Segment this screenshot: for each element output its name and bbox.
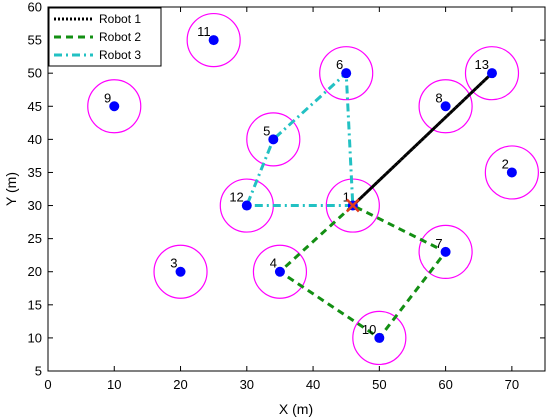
y-tick-label: 50 bbox=[28, 66, 42, 81]
x-tick-label: 40 bbox=[306, 377, 320, 392]
y-tick-label: 45 bbox=[28, 99, 42, 114]
target-point-10 bbox=[374, 332, 385, 343]
target-label-13: 13 bbox=[475, 57, 489, 72]
legend-label-robot-2: Robot 2 bbox=[99, 30, 141, 44]
coverage-circle-13 bbox=[464, 46, 520, 101]
plot-frame bbox=[47, 6, 546, 372]
coverage-circle-11 bbox=[186, 12, 241, 68]
legend-label-robot-1: Robot 1 bbox=[99, 12, 141, 26]
coverage-circle-7 bbox=[418, 224, 473, 279]
y-tick-label: 55 bbox=[28, 33, 42, 48]
y-tick-label: 40 bbox=[28, 132, 42, 147]
coverage-circle-9 bbox=[87, 79, 142, 134]
target-label-8: 8 bbox=[435, 90, 442, 105]
y-tick-label: 5 bbox=[35, 364, 42, 379]
x-tick-label: 50 bbox=[372, 377, 386, 392]
y-tick-label: 25 bbox=[28, 231, 42, 246]
y-axis-label: Y (m) bbox=[3, 172, 19, 206]
x-axis-ticks: 0 10 20 30 40 50 60 70 bbox=[44, 7, 519, 392]
target-point-5 bbox=[268, 134, 279, 145]
target-label-6: 6 bbox=[336, 57, 343, 72]
coverage-circle-6 bbox=[319, 46, 374, 101]
y-tick-label: 15 bbox=[28, 297, 42, 312]
coverage-circle-2 bbox=[484, 145, 539, 200]
target-point-9 bbox=[109, 101, 120, 112]
x-tick-label: 20 bbox=[173, 377, 187, 392]
start-marker bbox=[345, 198, 360, 213]
target-label-1: 1 bbox=[343, 190, 350, 205]
coverage-circle-4 bbox=[252, 244, 308, 299]
y-tick-label: 20 bbox=[28, 264, 42, 279]
target-point-2 bbox=[506, 167, 517, 178]
x-tick-label: 30 bbox=[240, 377, 254, 392]
target-point-8 bbox=[440, 101, 451, 112]
y-tick-label: 10 bbox=[28, 330, 42, 345]
x-tick-label: 60 bbox=[438, 377, 452, 392]
coverage-circle-8 bbox=[418, 79, 473, 134]
target-label-9: 9 bbox=[104, 90, 111, 105]
target-point-11 bbox=[208, 35, 219, 46]
target-label-4: 4 bbox=[270, 256, 277, 271]
coverage-circle-3 bbox=[153, 244, 208, 299]
target-point-13 bbox=[486, 68, 497, 79]
y-tick-label: 30 bbox=[28, 198, 42, 213]
start-cross bbox=[345, 198, 360, 213]
legend: Robot 1 Robot 2 Robot 3 bbox=[48, 7, 162, 67]
target-label-3: 3 bbox=[170, 256, 177, 271]
x-axis-label: X (m) bbox=[279, 401, 313, 417]
target-point-12 bbox=[241, 200, 252, 211]
target-label-12: 12 bbox=[229, 190, 243, 205]
robot-3-path bbox=[244, 69, 355, 207]
coverage-circle-5 bbox=[246, 112, 301, 167]
y-tick-label: 35 bbox=[28, 165, 42, 180]
legend-label-robot-3: Robot 3 bbox=[99, 48, 141, 62]
target-label-5: 5 bbox=[263, 123, 270, 138]
target-point-7 bbox=[440, 246, 451, 257]
x-tick-label: 70 bbox=[505, 377, 519, 392]
target-label-10: 10 bbox=[362, 322, 376, 337]
coverage-circle-10 bbox=[352, 310, 407, 366]
x-tick-label: 0 bbox=[44, 377, 51, 392]
x-tick-label: 10 bbox=[107, 377, 121, 392]
target-label-7: 7 bbox=[435, 236, 442, 251]
y-tick-label: 60 bbox=[28, 0, 42, 15]
target-label-2: 2 bbox=[502, 156, 509, 171]
target-point-4 bbox=[274, 266, 285, 277]
target-point-3 bbox=[175, 266, 186, 277]
target-label-11: 11 bbox=[197, 24, 211, 39]
target-point-6 bbox=[341, 68, 352, 79]
